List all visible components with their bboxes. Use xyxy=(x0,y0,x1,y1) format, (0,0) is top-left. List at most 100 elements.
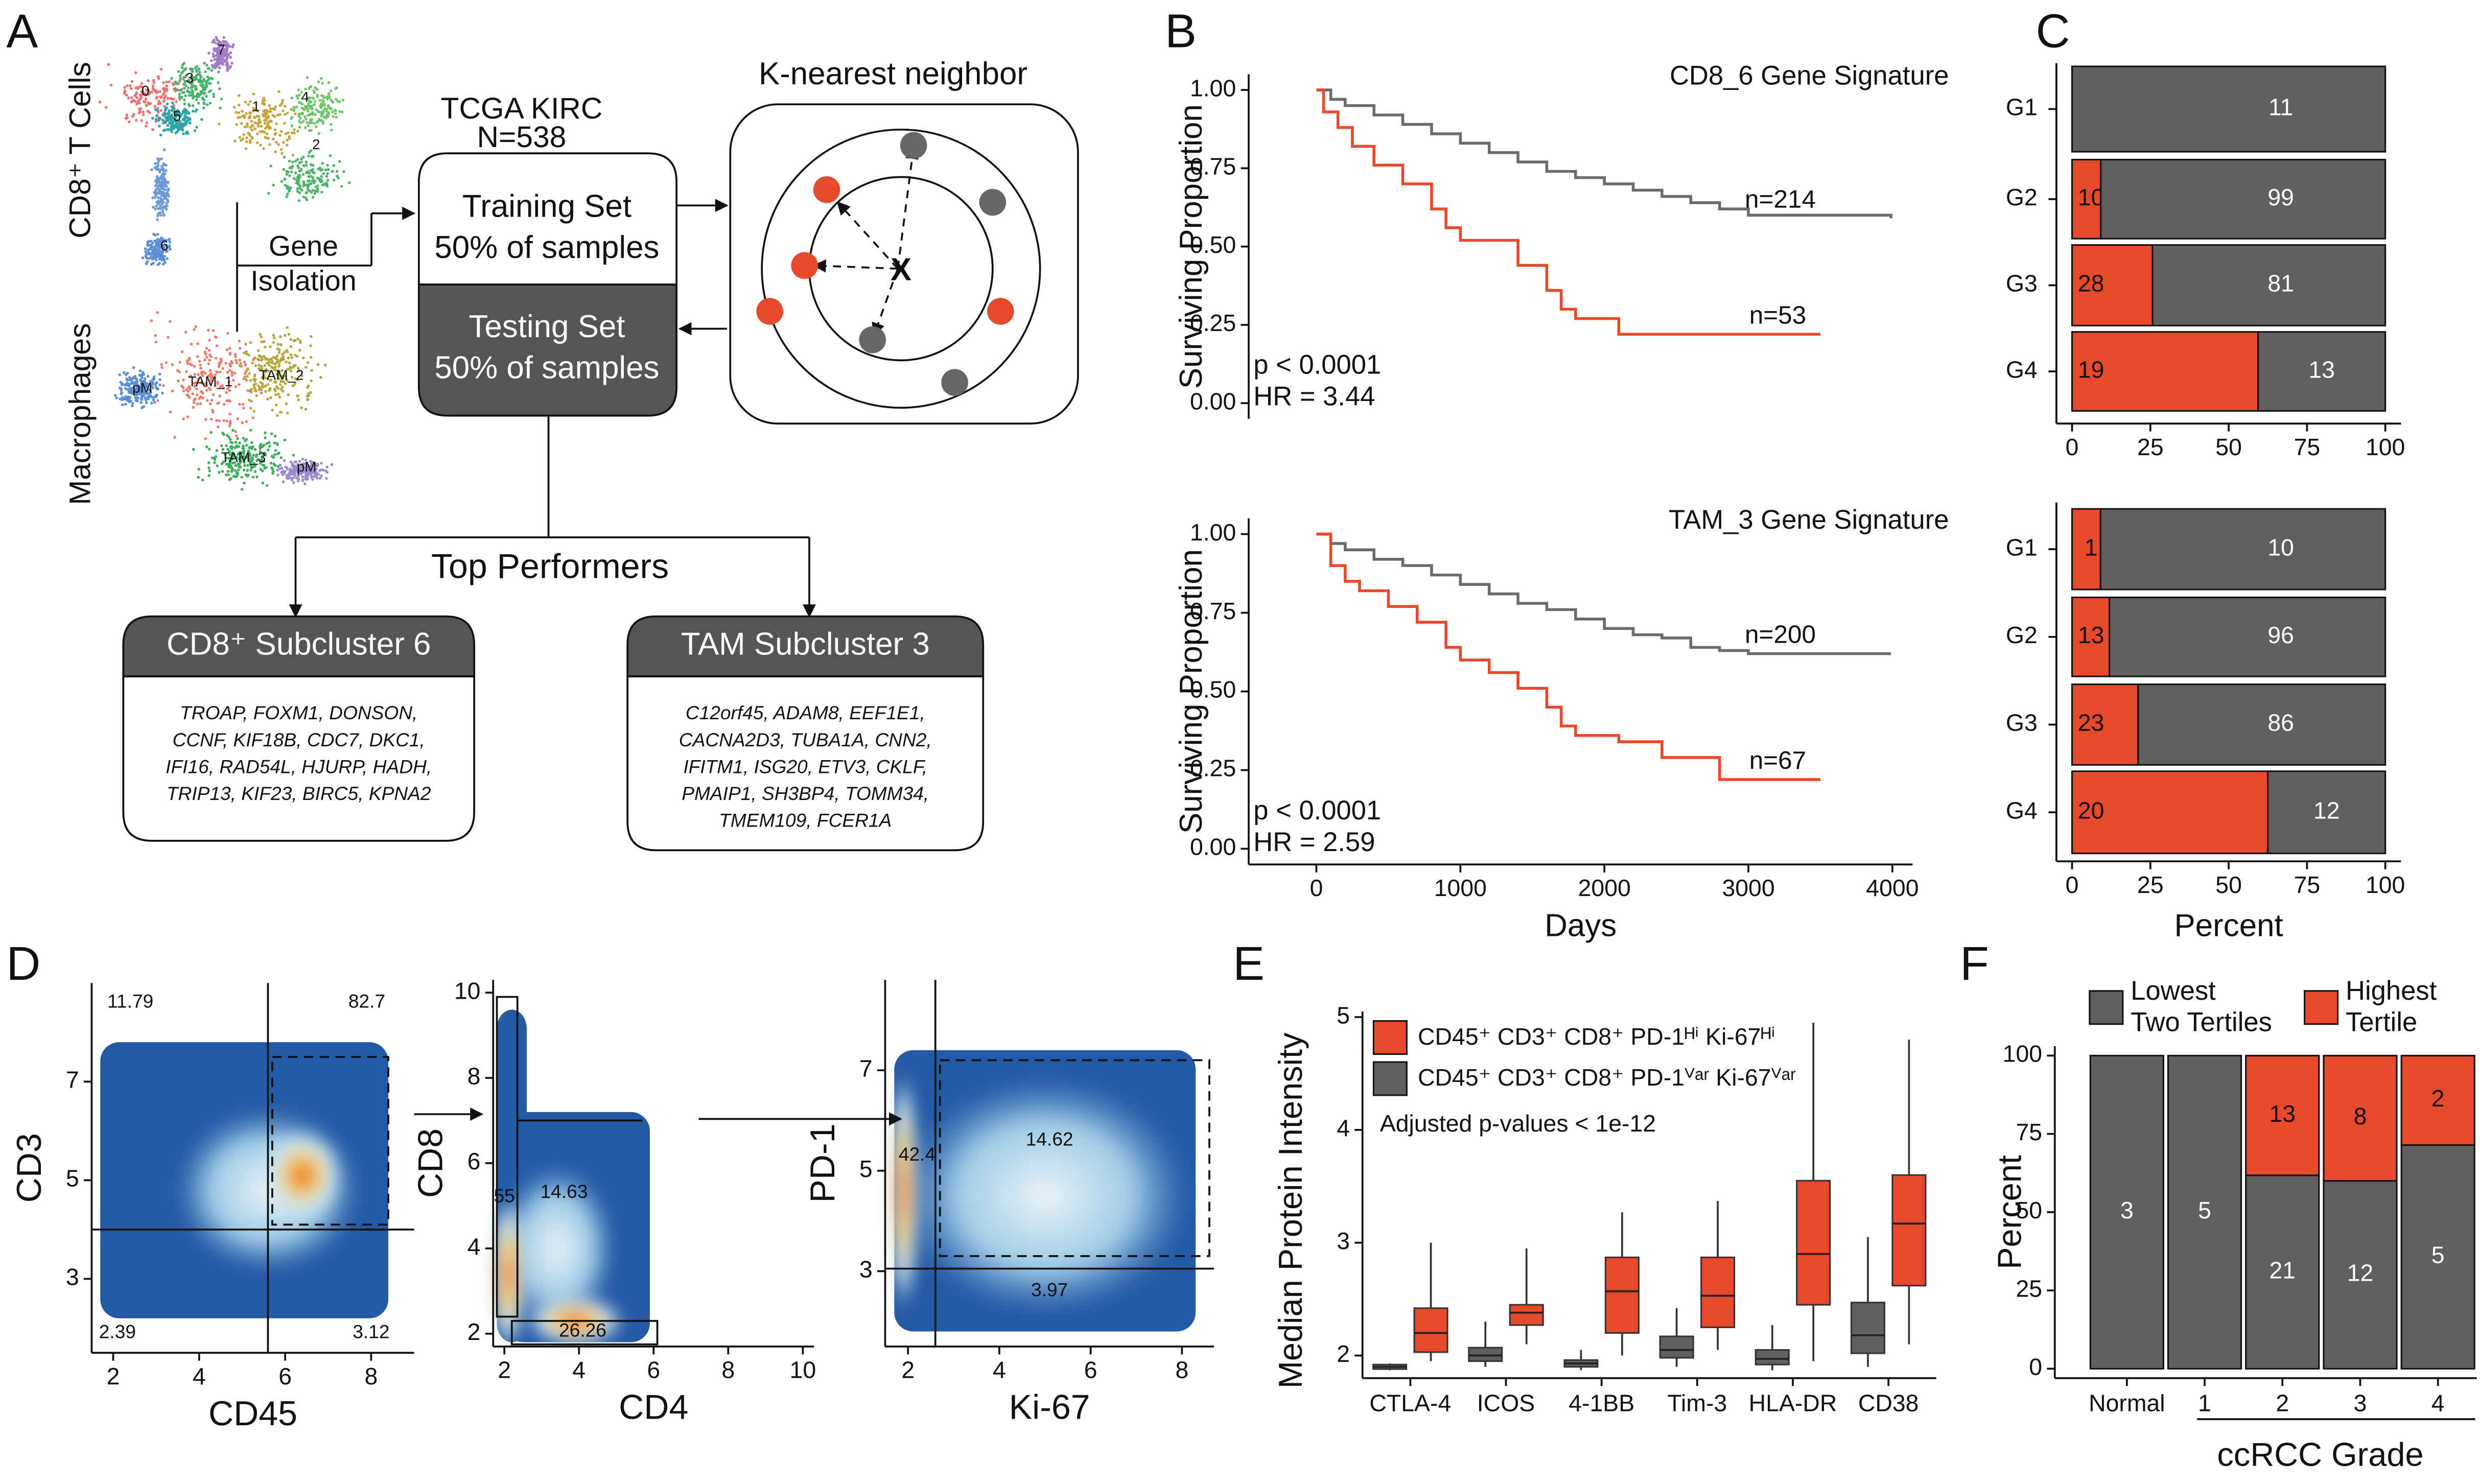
umap-point xyxy=(160,203,164,206)
umap-point xyxy=(281,352,284,356)
umap-point xyxy=(279,335,282,338)
umap-point xyxy=(319,375,322,379)
umap-point xyxy=(143,382,147,385)
umap-point xyxy=(125,382,128,385)
umap-point xyxy=(263,122,267,125)
label: K-nearest neighbor xyxy=(759,56,1027,91)
umap-point xyxy=(180,350,184,354)
umap-point xyxy=(255,141,259,145)
umap-point xyxy=(183,81,186,84)
umap-point xyxy=(315,467,318,470)
umap-point xyxy=(146,241,149,244)
umap-point xyxy=(197,467,201,471)
umap-point xyxy=(297,93,301,97)
umap-point xyxy=(269,396,272,399)
umap-point xyxy=(275,372,278,376)
umap-point xyxy=(185,370,188,373)
umap-point xyxy=(206,328,210,332)
survival-curve xyxy=(1316,532,1891,655)
umap-point xyxy=(156,196,160,199)
umap-point xyxy=(160,178,164,181)
umap-point xyxy=(150,385,153,388)
umap-point xyxy=(258,354,261,358)
umap-point xyxy=(165,181,169,184)
umap-point xyxy=(257,125,260,128)
umap-point xyxy=(288,361,291,365)
umap-point xyxy=(144,397,147,400)
umap-point xyxy=(119,397,122,401)
umap-point xyxy=(262,385,265,389)
data-label: 10 xyxy=(2078,184,2104,210)
umap-point xyxy=(221,61,224,65)
umap-point xyxy=(231,455,235,458)
umap-point xyxy=(250,388,253,391)
umap-point xyxy=(247,103,250,106)
umap-point xyxy=(134,396,137,399)
gate-percentage: 3.97 xyxy=(1031,1279,1068,1300)
umap-point xyxy=(142,372,146,376)
umap-point xyxy=(127,384,131,388)
umap-point xyxy=(247,457,251,461)
knn-arrow xyxy=(872,268,899,337)
gate xyxy=(939,1059,1210,1257)
umap-point xyxy=(289,353,293,357)
umap-point xyxy=(310,182,313,185)
umap-point xyxy=(295,355,299,358)
umap-point xyxy=(158,383,161,387)
umap-point xyxy=(301,475,305,479)
umap-point xyxy=(319,169,322,172)
umap-point xyxy=(271,107,275,110)
umap-point xyxy=(208,369,212,372)
umap-point xyxy=(305,183,308,186)
label: Gene xyxy=(269,230,338,262)
umap-point xyxy=(268,127,271,130)
umap-point xyxy=(196,378,200,381)
umap-point xyxy=(206,399,209,402)
umap-point xyxy=(271,467,274,470)
y-tick-label: 0.50 xyxy=(1190,676,1236,703)
umap-point xyxy=(282,109,285,112)
umap-point xyxy=(334,112,337,115)
umap-point xyxy=(248,454,251,457)
umap-point xyxy=(317,167,320,171)
umap-point xyxy=(228,399,231,403)
umap-point xyxy=(295,476,298,480)
umap-point xyxy=(297,479,300,483)
umap-point xyxy=(156,248,159,251)
umap-point xyxy=(198,360,201,363)
umap-point xyxy=(163,172,167,175)
umap-point xyxy=(285,360,288,364)
umap-point xyxy=(325,477,328,480)
umap-point xyxy=(155,96,159,99)
y-tick-label: G1 xyxy=(2006,534,2038,560)
umap-point xyxy=(194,397,197,401)
umap-point xyxy=(274,393,277,396)
umap-point xyxy=(145,104,148,107)
umap-point xyxy=(141,256,145,260)
umap-point xyxy=(156,311,159,314)
cluster-label: 5 xyxy=(173,108,181,124)
umap-point xyxy=(221,384,224,387)
umap-point xyxy=(244,147,248,150)
umap-point xyxy=(161,119,165,122)
curve-label: n=67 xyxy=(1749,746,1806,774)
umap-point xyxy=(155,243,158,246)
umap-point xyxy=(183,86,186,90)
umap-point xyxy=(260,340,264,344)
umap-point xyxy=(272,462,275,466)
umap-point xyxy=(209,417,213,421)
umap-point xyxy=(189,374,192,378)
umap-point xyxy=(281,385,284,389)
umap-point xyxy=(227,473,230,477)
umap-point xyxy=(248,372,251,375)
umap-point xyxy=(283,113,287,116)
box xyxy=(1796,1180,1831,1306)
umap-point xyxy=(195,387,198,390)
umap-point xyxy=(220,53,223,56)
bar-segment xyxy=(2099,508,2387,591)
umap-point xyxy=(256,109,259,113)
box-title: CD8⁺ Subcluster 6 xyxy=(167,627,431,662)
umap-point xyxy=(198,74,202,77)
umap-point xyxy=(243,375,247,379)
umap-point xyxy=(174,80,177,84)
